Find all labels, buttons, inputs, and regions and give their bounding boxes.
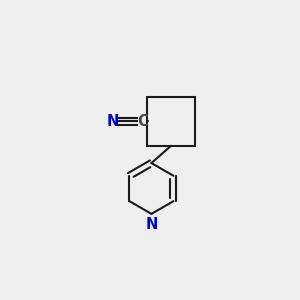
Text: C: C	[137, 114, 148, 129]
Text: N: N	[106, 114, 119, 129]
Text: N: N	[145, 217, 158, 232]
